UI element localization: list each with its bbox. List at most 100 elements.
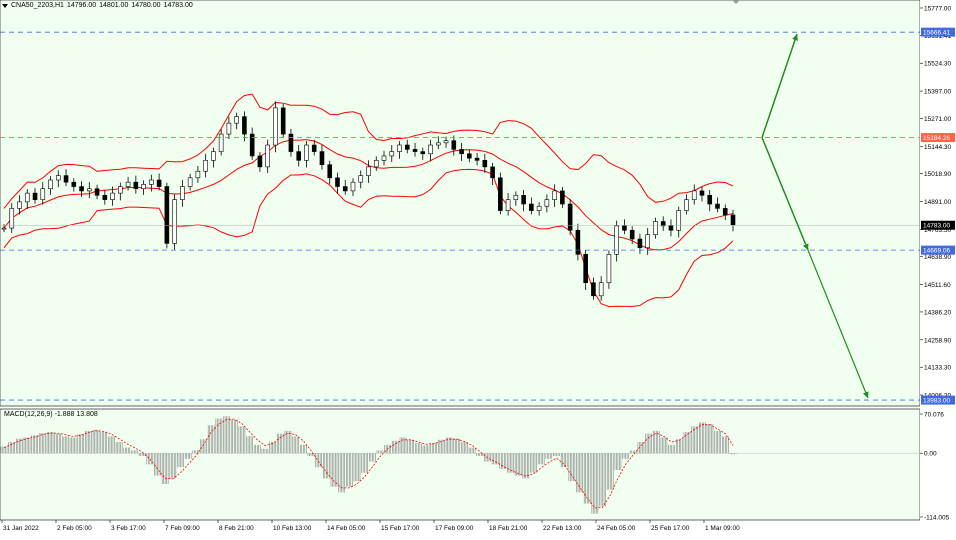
candle-body bbox=[699, 190, 705, 196]
candle-body bbox=[676, 210, 682, 231]
macd-tick-label: -114.005 bbox=[924, 515, 950, 522]
candle bbox=[172, 194, 177, 250]
candle-body bbox=[71, 181, 77, 187]
candle bbox=[257, 152, 263, 172]
macd-tick-label: 70.076 bbox=[924, 412, 944, 419]
candle bbox=[598, 276, 604, 301]
time-tick-label: 15 Feb 17:00 bbox=[381, 525, 420, 532]
ohlc-close: 14783.00 bbox=[163, 2, 193, 9]
candle-body bbox=[203, 160, 208, 172]
candle-body bbox=[529, 203, 534, 211]
macd-panel[interactable] bbox=[0, 408, 921, 521]
candle bbox=[606, 250, 612, 289]
price-tick-label: 14386.20 bbox=[924, 309, 951, 316]
candle-body bbox=[637, 238, 643, 249]
price-level-tag bbox=[921, 245, 955, 255]
current-price-label: 14783.00 bbox=[923, 223, 950, 230]
candle-body bbox=[296, 151, 302, 161]
candle bbox=[513, 191, 519, 206]
shift-marker-icon[interactable] bbox=[732, 0, 740, 4]
candle bbox=[63, 169, 69, 187]
candle bbox=[722, 204, 728, 220]
candle-body bbox=[335, 177, 340, 187]
candle bbox=[71, 178, 77, 192]
candle-body bbox=[498, 177, 503, 211]
candle bbox=[342, 179, 348, 195]
candle-body bbox=[242, 116, 247, 135]
candle bbox=[118, 182, 123, 201]
candle bbox=[707, 190, 713, 212]
candle-body bbox=[467, 153, 472, 159]
candle bbox=[505, 193, 511, 216]
candle-body bbox=[118, 186, 123, 194]
candle-body bbox=[420, 151, 426, 155]
candle-body bbox=[575, 229, 581, 255]
candle-body bbox=[536, 205, 542, 211]
candle-body bbox=[428, 144, 433, 155]
candle bbox=[397, 141, 402, 159]
candle bbox=[521, 190, 526, 212]
candle-body bbox=[474, 157, 480, 161]
candle-body bbox=[327, 164, 333, 179]
candle bbox=[156, 173, 162, 191]
candle bbox=[110, 186, 115, 206]
projection-arrow-extension[interactable] bbox=[807, 249, 869, 399]
price-level-tag bbox=[921, 395, 955, 405]
candle bbox=[660, 216, 666, 231]
candle bbox=[404, 139, 410, 154]
candle bbox=[653, 217, 658, 239]
candle bbox=[55, 170, 61, 188]
candle-body bbox=[653, 221, 658, 235]
candle-body bbox=[513, 194, 519, 200]
candle bbox=[699, 186, 705, 202]
candle-body bbox=[149, 179, 154, 185]
candle bbox=[79, 181, 84, 198]
symbol-name: CNA50_2203,H1 bbox=[11, 2, 64, 9]
price-level-label: 15184.26 bbox=[923, 135, 950, 142]
candle-body bbox=[187, 177, 193, 187]
projection-arrow-up-head bbox=[792, 34, 798, 41]
candle bbox=[373, 156, 379, 171]
candle bbox=[40, 182, 46, 205]
chevron-down-icon[interactable] bbox=[2, 3, 8, 8]
projection-arrow-up[interactable] bbox=[761, 33, 798, 138]
projection-arrow-down[interactable] bbox=[761, 137, 809, 251]
candle bbox=[451, 135, 457, 156]
time-tick-label: 22 Feb 13:00 bbox=[543, 525, 582, 532]
price-tick-label: 14891.00 bbox=[924, 199, 951, 206]
price-level-tag bbox=[921, 133, 955, 143]
candle-body bbox=[125, 181, 131, 187]
candle bbox=[567, 198, 573, 236]
price-tick-label: 15777.00 bbox=[924, 6, 951, 13]
candle bbox=[280, 103, 286, 139]
price-axis[interactable] bbox=[920, 0, 956, 535]
candle-body bbox=[373, 160, 379, 168]
candle bbox=[24, 189, 30, 210]
candle-body bbox=[583, 254, 588, 284]
candle bbox=[218, 128, 224, 156]
candle-body bbox=[482, 160, 488, 168]
candle-body bbox=[304, 144, 309, 161]
candle bbox=[141, 180, 146, 195]
price-panel[interactable] bbox=[0, 0, 921, 407]
candle bbox=[490, 162, 495, 186]
candle-body bbox=[55, 175, 61, 181]
price-tick-label: 14763.50 bbox=[924, 227, 951, 234]
candle bbox=[211, 147, 216, 168]
candle bbox=[296, 145, 302, 167]
candle bbox=[180, 179, 185, 207]
candle-body bbox=[180, 186, 185, 200]
price-tick-label: 15144.30 bbox=[924, 144, 951, 151]
candle bbox=[94, 184, 100, 200]
candle bbox=[614, 220, 619, 262]
price-level-label: 15666.41 bbox=[923, 30, 950, 37]
candle bbox=[234, 112, 239, 130]
candle bbox=[591, 277, 596, 300]
candle-body bbox=[598, 282, 604, 297]
candle bbox=[676, 206, 682, 238]
candle-body bbox=[389, 151, 395, 157]
time-tick-label: 25 Feb 17:00 bbox=[651, 525, 690, 532]
candle-body bbox=[273, 107, 278, 146]
